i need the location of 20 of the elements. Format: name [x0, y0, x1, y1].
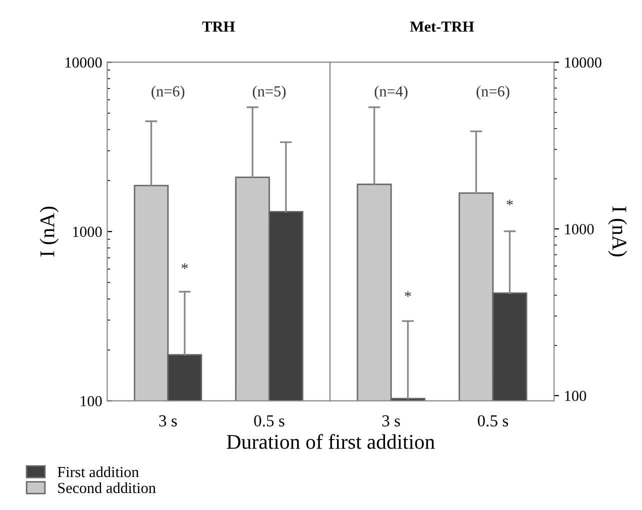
annotation: *	[182, 263, 188, 269]
annotation: (n=5)	[252, 86, 286, 100]
chart-title: Met-TRH	[410, 22, 474, 32]
chart-title: TRH	[202, 22, 235, 32]
y-tick-label: 10000	[565, 57, 602, 68]
y-axis-title: I (nA)	[608, 206, 627, 256]
y-tick-label: 100	[565, 390, 586, 402]
legend-label: First addition	[58, 466, 139, 478]
legend-label: Second addition	[58, 482, 156, 494]
y-tick-label: 1000	[565, 224, 594, 234]
y-tick-label: 100	[80, 396, 102, 406]
annotation: (n=4)	[374, 86, 408, 100]
y-tick-label: 1000	[73, 226, 102, 237]
annotation: *	[506, 200, 513, 206]
y-tick-label: 10000	[66, 57, 102, 68]
y-axis-title: I (nA)	[40, 206, 59, 257]
annotation: (n=6)	[476, 86, 510, 100]
x-axis-title: Duration of first addition	[226, 434, 435, 449]
annotation: (n=6)	[152, 86, 184, 100]
annotation: *	[404, 291, 411, 297]
